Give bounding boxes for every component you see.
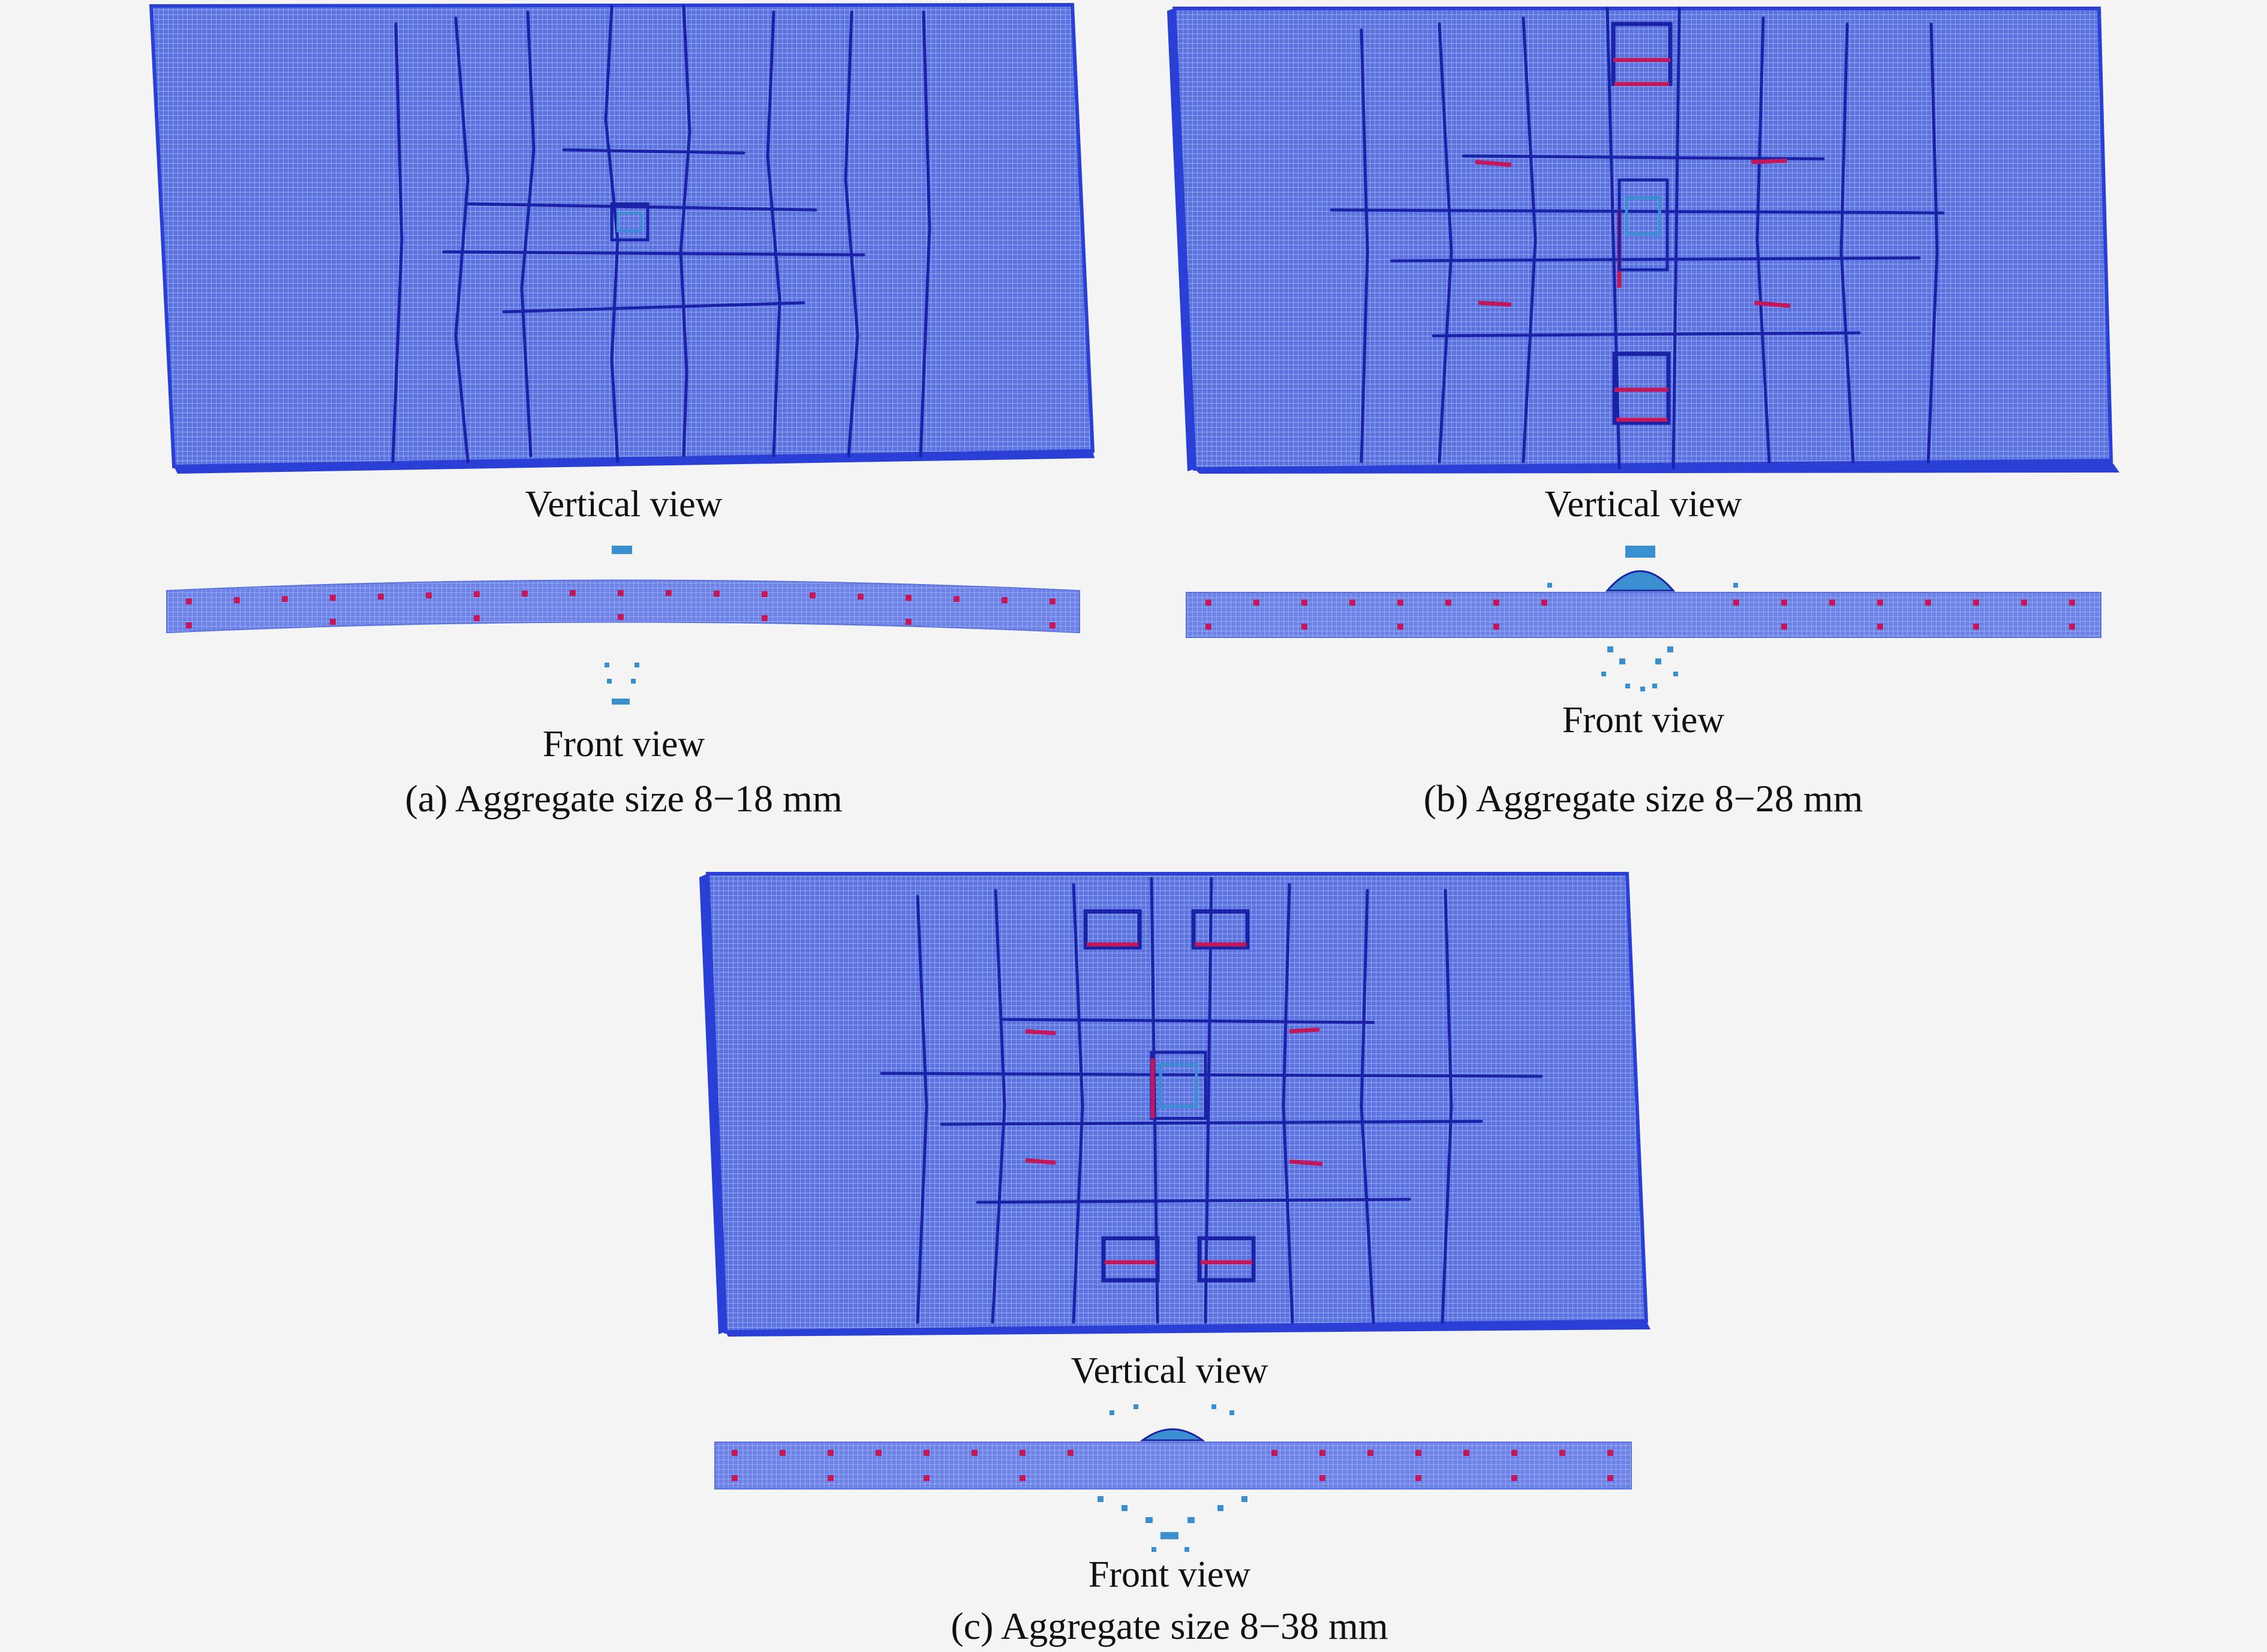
vertical-view-label: Vertical view (1544, 484, 1742, 525)
panel-caption: (c) Aggregate size 8−38 mm (951, 1605, 1388, 1647)
center-damage-zone (1150, 1051, 1207, 1120)
slab-edge (699, 874, 726, 1334)
vertical-view-label: Vertical view (1071, 1350, 1268, 1391)
impactor-fragments (605, 546, 639, 705)
crack-network (880, 877, 1543, 1324)
reinforcement-marks (186, 590, 1056, 628)
vertical-view-label: Vertical view (525, 484, 723, 525)
front-slab (1186, 592, 2101, 638)
front-view-label: Front view (1562, 700, 1725, 741)
slab-vertical-view-b (1167, 7, 2119, 474)
impactor-fragments (1547, 546, 1738, 691)
crack-network (1330, 7, 1945, 470)
crack-network (391, 4, 931, 464)
slab-front-view-c (714, 1404, 1632, 1552)
slab-surface (149, 2, 1095, 469)
panel-b: Vertical view (1163, 0, 2123, 833)
damage-zones (1025, 909, 1323, 1283)
center-damage-zone (610, 202, 650, 242)
slab-vertical-view-c (699, 872, 1650, 1337)
slab-vertical-view-a (149, 2, 1095, 474)
slab-front-view-a (166, 546, 1080, 705)
panel-c: Vertical view (690, 866, 1650, 1649)
slab-front-view-b (1186, 546, 2101, 691)
front-slab (714, 1442, 1632, 1489)
front-view-label: Front view (1088, 1554, 1251, 1595)
reinforcement-marks (732, 1450, 1613, 1481)
panel-caption: (a) Aggregate size 8−18 mm (405, 777, 843, 820)
panel-caption: (b) Aggregate size 8−28 mm (1423, 777, 1863, 820)
front-view-label: Front view (542, 724, 705, 765)
slab-edge (1167, 8, 1195, 471)
center-damage-zone (1617, 178, 1669, 272)
slab-edge (174, 451, 1095, 474)
slab-surface (705, 872, 1649, 1334)
slab-surface (1172, 7, 2113, 471)
impactor-fragments (1098, 1404, 1247, 1552)
panel-a: Vertical view (144, 0, 1104, 833)
front-slab (166, 579, 1080, 634)
reinforcement-marks (1205, 600, 2075, 630)
